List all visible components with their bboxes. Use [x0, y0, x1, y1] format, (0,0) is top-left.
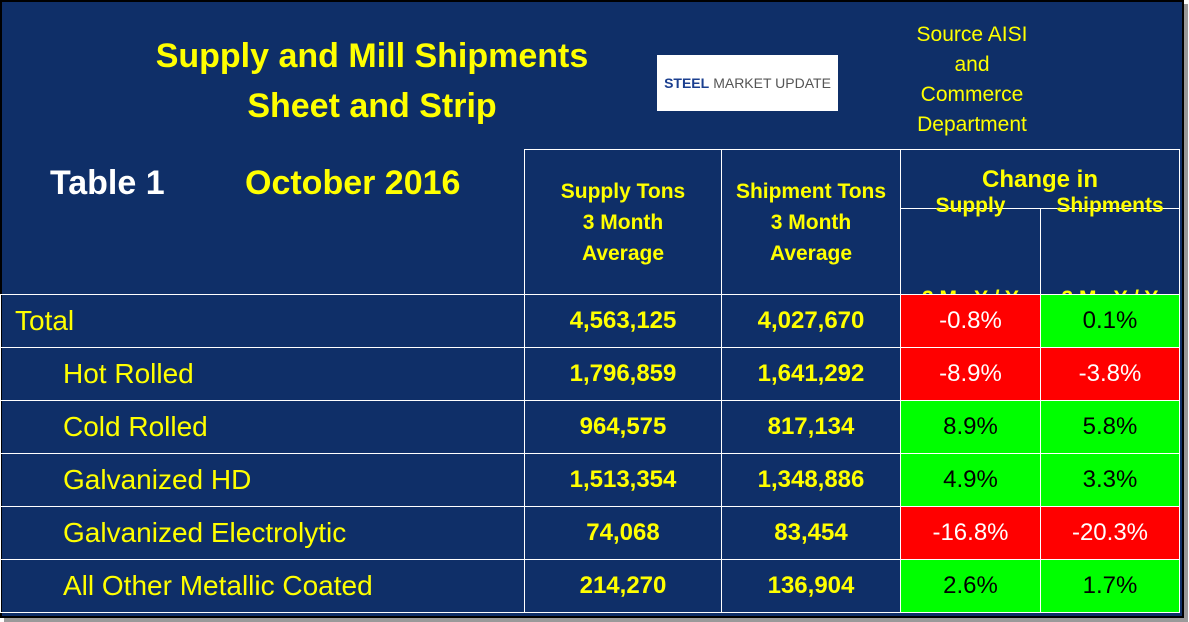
tons-cell: 136,904 [721, 559, 901, 613]
row-label: Galvanized HD [0, 453, 525, 507]
row-label: Total [0, 294, 525, 348]
change-cell: -8.9% [900, 347, 1041, 401]
source-line: Source AISI [916, 23, 1028, 46]
source-line: Department [917, 113, 1027, 136]
period: October 2016 [245, 164, 461, 202]
change-cell: -0.8% [900, 294, 1041, 348]
change-cell: 4.9% [900, 453, 1041, 507]
logo: STEEL MARKET UPDATE [657, 55, 838, 111]
header-line: Supply [935, 193, 1006, 217]
header-line: 3 Month [582, 210, 664, 234]
tons-cell: 1,796,859 [524, 347, 722, 401]
row-label: All Other Metallic Coated [0, 559, 525, 613]
header-cell: Supply Tons 3 Month Average [524, 149, 722, 295]
logo-part: STEEL [664, 75, 710, 91]
tons-cell: 964,575 [524, 400, 722, 454]
tons-cell: 214,270 [524, 559, 722, 613]
tons-cell: 817,134 [721, 400, 901, 454]
change-cell: 5.8% [1040, 400, 1180, 454]
header-line: Shipment Tons [735, 179, 887, 203]
header-line: Shipments [1056, 193, 1164, 217]
row-label: Hot Rolled [0, 347, 525, 401]
tons-cell: 4,563,125 [524, 294, 722, 348]
tons-cell: 74,068 [524, 506, 722, 560]
tons-cell: 4,027,670 [721, 294, 901, 348]
change-cell: 1.7% [1040, 559, 1180, 613]
header-text: Supply Tons 3 Month Average [561, 176, 685, 269]
tons-cell: 1,348,886 [721, 453, 901, 507]
header-line: Average [769, 241, 853, 265]
logo-part: MARKET UPDATE [713, 75, 831, 91]
change-cell: 8.9% [900, 400, 1041, 454]
row-label: Cold Rolled [0, 400, 525, 454]
change-cell: 3.3% [1040, 453, 1180, 507]
header-line: 3 Month [770, 210, 852, 234]
table-label: Table 1 [50, 164, 165, 202]
header-cell: Shipments 3 M Y / Y [1040, 194, 1180, 310]
tons-cell: 1,641,292 [721, 347, 901, 401]
source-line: Commerce [920, 83, 1024, 106]
header-line: Average [581, 241, 665, 265]
tons-cell: 1,513,354 [524, 453, 722, 507]
header-line: Supply Tons [560, 179, 686, 203]
header-line: Change in [981, 165, 1098, 193]
change-cell: 0.1% [1040, 294, 1180, 348]
change-cell: -16.8% [900, 506, 1041, 560]
change-cell: -20.3% [1040, 506, 1180, 560]
title-line: Sheet and Strip [247, 87, 497, 125]
header-cell: Supply 3 M Y / Y [900, 194, 1041, 310]
change-cell: -3.8% [1040, 347, 1180, 401]
header-text: Shipment Tons 3 Month Average [736, 176, 886, 269]
title-line: Supply and Mill Shipments [155, 37, 589, 75]
row-label: Galvanized Electrolytic [0, 506, 525, 560]
source-line: and [954, 53, 990, 76]
header-cell: Shipment Tons 3 Month Average [721, 149, 901, 295]
tons-cell: 83,454 [721, 506, 901, 560]
change-cell: 2.6% [900, 559, 1041, 613]
